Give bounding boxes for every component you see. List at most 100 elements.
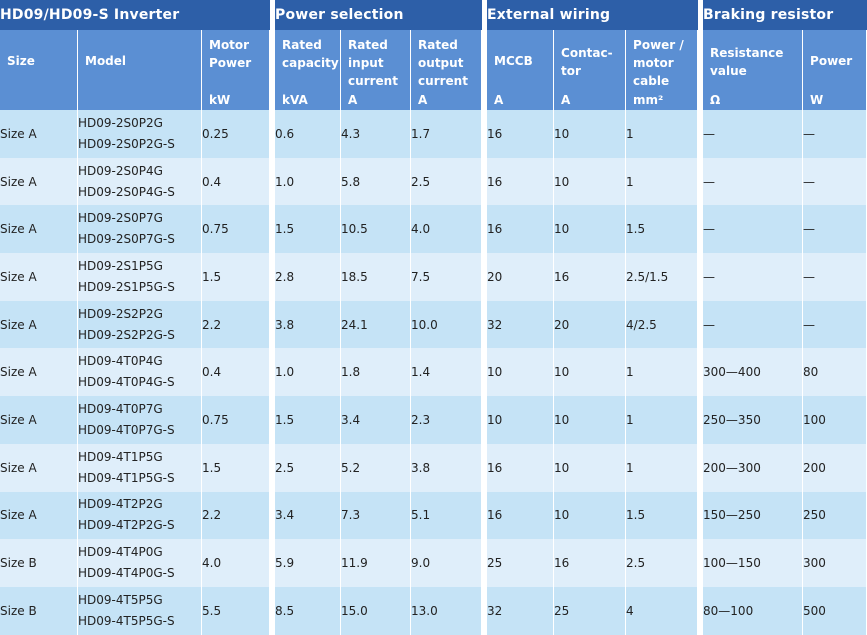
cell-rated-capacity: 2.5 — [270, 443, 342, 492]
col-rated-input-current-label: Rated input current — [348, 38, 398, 88]
cell-cable: 1 — [626, 110, 699, 158]
col-power-motor-cable: Power / motor cable mm² — [626, 30, 699, 110]
group-inverter: HD09/HD09-S Inverter — [0, 0, 271, 30]
cell-rated-input-current: 3.4 — [341, 396, 412, 444]
cell-contactor: 16 — [554, 539, 627, 587]
cell-mccb: 10 — [482, 396, 555, 444]
cell-motor-power: 0.4 — [202, 348, 271, 397]
col-resistance-value: Resistance value Ω — [698, 30, 804, 110]
cell-resistance: — — [698, 253, 804, 301]
cell-resistance: — — [698, 300, 804, 349]
cell-braking-power: 250 — [803, 491, 867, 540]
cell-mccb: 32 — [482, 586, 555, 635]
cell-braking-power: — — [803, 157, 867, 206]
cell-rated-output-current: 9.0 — [411, 539, 483, 587]
cell-resistance: 250—350 — [698, 396, 804, 444]
model-name: HD09-4T0P4G — [78, 354, 163, 369]
col-rated-output-current-label: Rated output current — [418, 38, 468, 88]
cell-rated-output-current: 10.0 — [411, 300, 483, 349]
cell-rated-input-current: 4.3 — [341, 110, 412, 158]
cell-mccb: 32 — [482, 300, 555, 349]
cell-motor-power: 2.2 — [202, 491, 271, 540]
col-motor-power-unit: kW — [209, 93, 231, 107]
group-power-selection: Power selection — [270, 0, 483, 30]
model-name: HD09-2S2P2G — [78, 306, 163, 321]
group-header-row: HD09/HD09-S Inverter Power selection Ext… — [0, 0, 867, 30]
cell-braking-power: — — [803, 253, 867, 301]
table-row: Size B HD09-4T5P5G HD09-4T5P5G-S 5.5 8.5… — [0, 586, 867, 635]
model-name: HD09-4T5P5G — [78, 592, 163, 607]
cell-model: HD09-4T0P7G HD09-4T0P7G-S — [78, 396, 202, 444]
col-power-motor-cable-unit: mm² — [633, 93, 664, 107]
cell-rated-capacity: 2.8 — [270, 253, 342, 301]
cell-rated-input-current: 24.1 — [341, 300, 412, 349]
cell-braking-power: 100 — [803, 396, 867, 444]
cell-resistance: 80—100 — [698, 586, 804, 635]
cell-mccb: 16 — [482, 157, 555, 206]
model-name-s: HD09-2S0P4G-S — [78, 184, 175, 199]
model-name-s: HD09-4T5P5G-S — [78, 613, 175, 628]
cell-rated-output-current: 1.7 — [411, 110, 483, 158]
cell-size: Size A — [0, 491, 78, 540]
cell-rated-capacity: 1.0 — [270, 348, 342, 397]
cell-size: Size A — [0, 443, 78, 492]
cell-braking-power: — — [803, 205, 867, 254]
model-name-s: HD09-4T0P4G-S — [78, 375, 175, 390]
cell-rated-output-current: 3.8 — [411, 443, 483, 492]
cell-mccb: 16 — [482, 443, 555, 492]
cell-cable: 1.5 — [626, 205, 699, 254]
model-name-s: HD09-2S1P5G-S — [78, 279, 175, 294]
cell-size: Size A — [0, 110, 78, 158]
cell-contactor: 16 — [554, 253, 627, 301]
cell-braking-power: — — [803, 110, 867, 158]
cell-rated-capacity: 1.0 — [270, 157, 342, 206]
cell-motor-power: 0.25 — [202, 110, 271, 158]
cell-contactor: 20 — [554, 300, 627, 349]
model-name: HD09-4T2P2G — [78, 497, 163, 512]
cell-rated-capacity: 3.4 — [270, 491, 342, 540]
table-row: Size A HD09-4T0P4G HD09-4T0P4G-S 0.4 1.0… — [0, 348, 867, 397]
cell-size: Size B — [0, 586, 78, 635]
cell-rated-input-current: 11.9 — [341, 539, 412, 587]
cell-rated-input-current: 10.5 — [341, 205, 412, 254]
cell-model: HD09-2S2P2G HD09-2S2P2G-S — [78, 300, 202, 349]
cell-size: Size A — [0, 348, 78, 397]
model-name-s: HD09-2S0P2G-S — [78, 136, 175, 151]
cell-contactor: 25 — [554, 586, 627, 635]
model-name: HD09-4T1P5G — [78, 449, 163, 464]
cell-size: Size B — [0, 539, 78, 587]
cell-rated-output-current: 4.0 — [411, 205, 483, 254]
cell-mccb: 20 — [482, 253, 555, 301]
cell-model: HD09-2S0P2G HD09-2S0P2G-S — [78, 110, 202, 158]
cell-size: Size A — [0, 253, 78, 301]
col-mccb: MCCB A — [482, 30, 555, 110]
cell-resistance: — — [698, 110, 804, 158]
cell-mccb: 25 — [482, 539, 555, 587]
cell-model: HD09-4T2P2G HD09-4T2P2G-S — [78, 491, 202, 540]
model-name-s: HD09-4T1P5G-S — [78, 470, 175, 485]
col-resistance-value-label: Resistance value — [710, 46, 784, 78]
cell-rated-capacity: 0.6 — [270, 110, 342, 158]
cell-rated-output-current: 5.1 — [411, 491, 483, 540]
model-name-s: HD09-4T4P0G-S — [78, 566, 175, 581]
table-body: Size A HD09-2S0P2G HD09-2S0P2G-S 0.25 0.… — [0, 110, 867, 635]
col-size-label: Size — [7, 54, 35, 68]
model-name: HD09-4T4P0G — [78, 545, 163, 560]
cell-motor-power: 1.5 — [202, 443, 271, 492]
cell-rated-output-current: 7.5 — [411, 253, 483, 301]
table-row: Size A HD09-2S0P2G HD09-2S0P2G-S 0.25 0.… — [0, 110, 867, 158]
col-motor-power-label: Motor Power — [209, 38, 252, 70]
cell-resistance: 150—250 — [698, 491, 804, 540]
cell-resistance: 300—400 — [698, 348, 804, 397]
cell-size: Size A — [0, 205, 78, 254]
cell-cable: 1 — [626, 443, 699, 492]
model-name-s: HD09-2S2P2G-S — [78, 327, 175, 342]
cell-model: HD09-2S0P7G HD09-2S0P7G-S — [78, 205, 202, 254]
col-resistance-value-unit: Ω — [710, 93, 721, 107]
cell-contactor: 10 — [554, 443, 627, 492]
cell-motor-power: 2.2 — [202, 300, 271, 349]
cell-cable: 4 — [626, 586, 699, 635]
col-contactor: Contac-tor A — [554, 30, 627, 110]
cell-braking-power: 80 — [803, 348, 867, 397]
table-row: Size A HD09-4T2P2G HD09-4T2P2G-S 2.2 3.4… — [0, 491, 867, 540]
